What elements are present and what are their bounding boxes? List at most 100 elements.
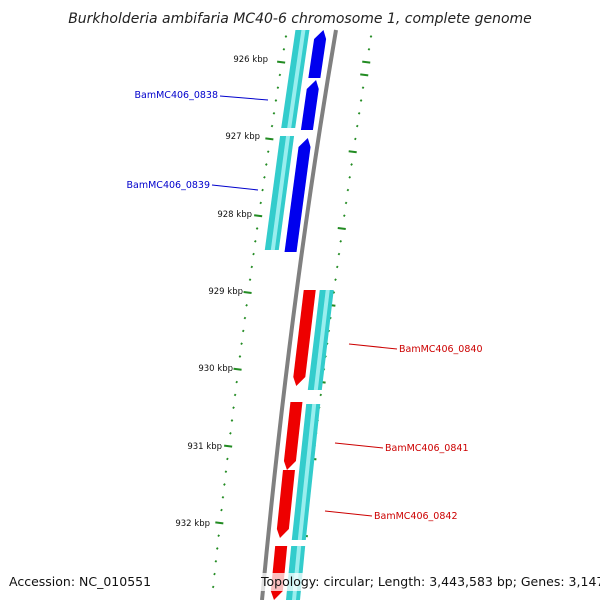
ruler-tick-inner <box>277 60 286 64</box>
gene-arrow-forward <box>308 30 327 78</box>
ruler-tick-inner <box>274 99 278 102</box>
ruler-tick-inner <box>215 547 219 550</box>
gene-label-0842[interactable]: BamMC406_0842 <box>374 511 457 522</box>
ruler-tick-inner <box>224 470 228 474</box>
ruler-tick-inner <box>252 252 255 256</box>
ruler-tick-outer <box>350 163 353 166</box>
ruler-label-929: 929 kbp <box>208 287 243 297</box>
ruler-label-930: 930 kbp <box>198 364 233 374</box>
ruler-tick-outer <box>369 35 373 38</box>
ruler-tick-inner <box>211 585 215 589</box>
ruler-tick-inner <box>214 559 218 563</box>
ruler-tick-outer <box>359 99 363 102</box>
gene-label-0839[interactable]: BamMC406_0839 <box>127 180 210 191</box>
ruler-tick-inner <box>215 521 224 525</box>
ruler-tick-inner <box>261 188 264 192</box>
ruler-tick-outer <box>348 150 357 154</box>
ruler-label-928: 928 kbp <box>217 210 252 220</box>
ruler-tick-inner <box>233 367 242 371</box>
ruler-tick-inner <box>229 431 232 435</box>
ruler-label-926: 926 kbp <box>233 55 268 65</box>
ruler-tick-outer <box>357 111 361 115</box>
ruler-tick-inner <box>270 124 274 128</box>
ruler-tick-inner <box>278 73 282 77</box>
ruler-tick-inner <box>265 137 274 141</box>
ruler-tick-inner <box>284 35 288 38</box>
ruler-tick-inner <box>276 86 280 90</box>
cds-band-highlight <box>287 30 306 128</box>
ruler-label-931: 931 kbp <box>187 442 222 452</box>
ruler-tick-outer <box>337 252 341 256</box>
gene-labels: BamMC406_0838 BamMC406_0839 BamMC406_084… <box>127 90 483 522</box>
ruler-tick-outer <box>360 73 369 77</box>
ruler-tick-inner <box>250 265 254 269</box>
ruler-tick-outer <box>334 278 337 282</box>
ruler-label-927: 927 kbp <box>225 132 260 142</box>
ruler-tick-outer <box>319 393 323 397</box>
ruler-tick-inner <box>235 380 239 384</box>
map-title: Burkholderia ambifaria MC40-6 chromosome… <box>68 11 532 27</box>
ruler-tick-inner <box>265 163 268 166</box>
summary-text: Topology: circular; Length: 3,443,583 bp… <box>260 574 600 589</box>
ruler-tick-inner <box>241 329 245 333</box>
gene-label-0841[interactable]: BamMC406_0841 <box>385 443 468 454</box>
feature-track <box>264 30 334 600</box>
ruler-tick-outer <box>335 265 339 269</box>
ruler-tick-outer <box>337 227 346 230</box>
cds-band-highlight <box>270 136 291 250</box>
ruler-tick-outer <box>354 137 357 141</box>
leader-line-0838 <box>219 95 269 101</box>
ruler-tick-outer <box>344 201 348 205</box>
genome-backbone <box>260 29 338 600</box>
leader-line-0842 <box>324 510 373 517</box>
ruler-labels: 926 kbp 927 kbp 928 kbp 929 kbp 930 kbp … <box>175 55 268 529</box>
ruler-tick-inner <box>220 508 223 512</box>
ruler-tick-inner <box>224 444 233 448</box>
ruler-tick-inner <box>254 214 263 218</box>
ruler-tick-inner <box>232 406 235 410</box>
ruler-tick-outer <box>339 239 343 243</box>
gene-arrow-0840 <box>293 290 316 386</box>
gene-arrow-0839 <box>284 138 311 252</box>
cds-band-highlight <box>313 290 330 390</box>
ruler-tick-inner <box>254 239 257 243</box>
ruler-tick-inner <box>272 111 276 115</box>
ruler-tick-inner <box>243 316 247 320</box>
accession-text: Accession: NC_010551 <box>9 574 151 589</box>
ruler-tick-inner <box>282 47 286 51</box>
ruler-tick-inner <box>259 201 263 205</box>
ruler-tick-inner <box>233 393 237 397</box>
ruler-tick-outer <box>362 60 371 64</box>
ruler-tick-inner <box>266 150 270 154</box>
ruler-tick-outer <box>342 214 346 218</box>
leader-line-0839 <box>211 184 259 191</box>
ruler-tick-inner <box>263 175 266 179</box>
ruler-tick-inner <box>240 342 243 346</box>
summary-backdrop <box>257 573 594 591</box>
leader-line-0840 <box>348 343 398 350</box>
ruler-label-932: 932 kbp <box>175 519 210 529</box>
gene-label-0840[interactable]: BamMC406_0840 <box>399 344 482 355</box>
gene-label-0838[interactable]: BamMC406_0838 <box>135 90 218 101</box>
gene-arrow-0838 <box>300 80 319 130</box>
ruler-tick-outer <box>367 47 371 51</box>
ruler-tick-inner <box>245 303 248 307</box>
ruler-tick-outer <box>361 86 365 90</box>
ruler-tick-inner <box>230 419 234 422</box>
gene-arrow-0842 <box>276 470 295 538</box>
cds-band-highlight <box>297 404 317 540</box>
ruler-tick-inner <box>248 278 252 282</box>
ruler-tick-outer <box>355 124 359 128</box>
ruler-tick-inner <box>217 534 220 538</box>
ruler-tick-inner <box>223 483 226 486</box>
ruler-tick-inner <box>255 227 259 230</box>
ruler-tick-inner <box>243 291 252 294</box>
ruler-tick-inner <box>226 457 229 461</box>
ruler-tick-inner <box>221 495 225 499</box>
ruler-tick-inner <box>238 355 242 358</box>
gene-arrow-0841 <box>283 402 303 470</box>
leader-line-0841 <box>334 442 384 449</box>
ruler-tick-outer <box>348 175 352 179</box>
ruler-tick-inner <box>213 572 216 576</box>
